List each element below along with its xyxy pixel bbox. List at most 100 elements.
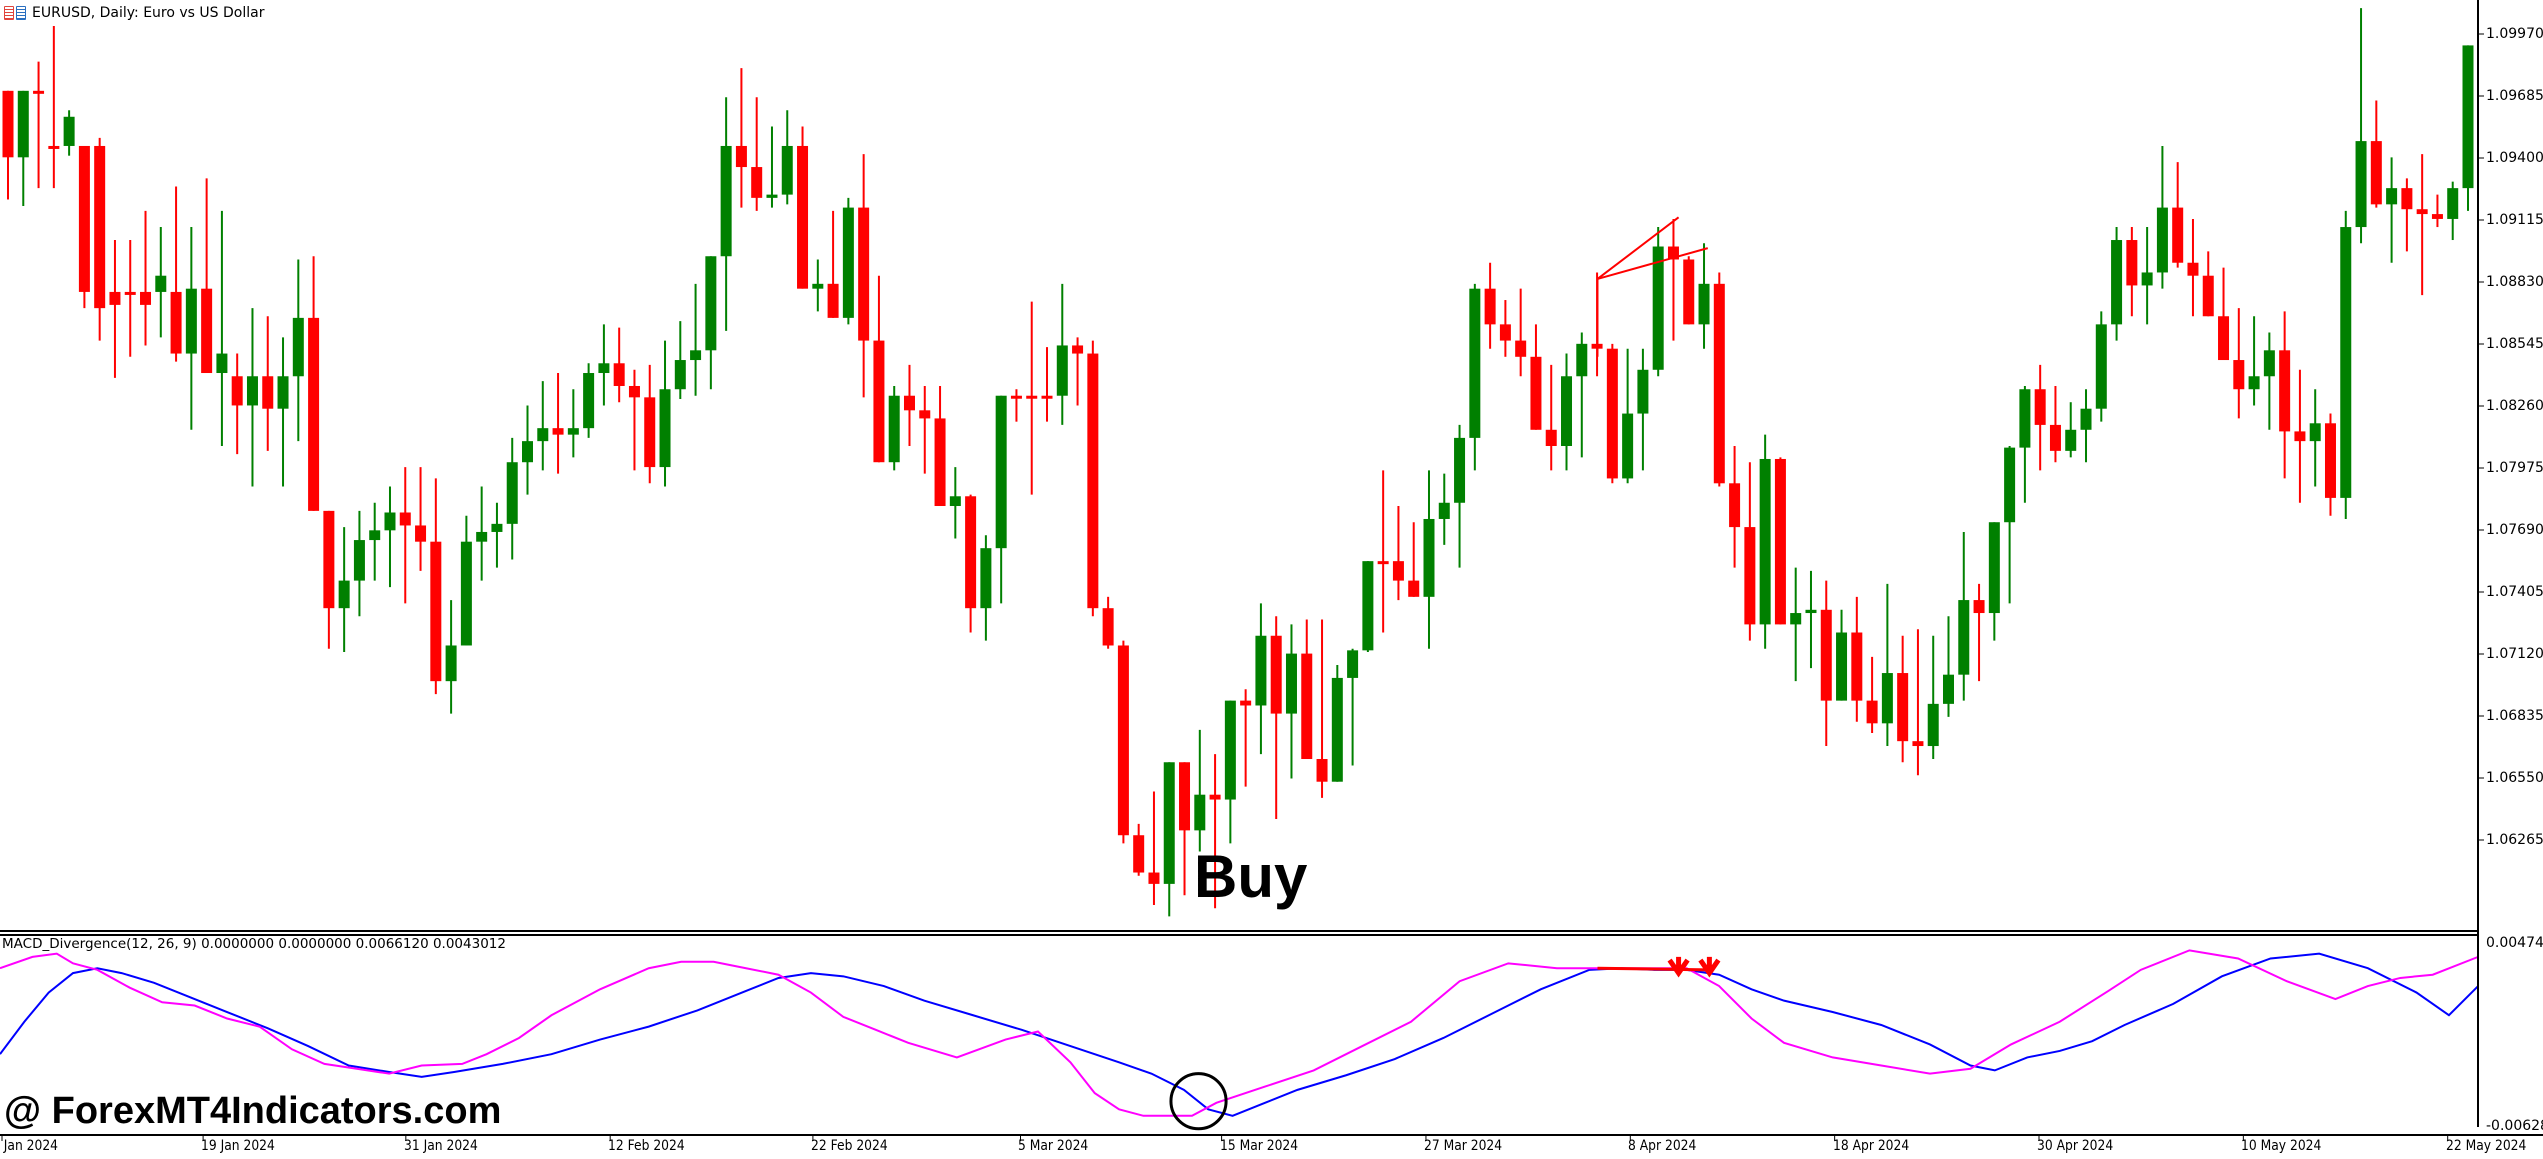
candle [797, 145, 809, 289]
candle [1606, 348, 1618, 479]
candle [369, 530, 381, 541]
candle [1897, 673, 1909, 742]
candle [1362, 561, 1374, 651]
candle [2431, 214, 2443, 219]
candle [1469, 288, 1481, 438]
buy-signal-label: Buy [1194, 843, 1308, 910]
candle [903, 395, 915, 411]
candle [1209, 794, 1221, 800]
candle [1759, 458, 1771, 625]
price-tick: 1.06265 [2486, 832, 2543, 848]
candle [2019, 389, 2031, 448]
candle [1576, 343, 1588, 377]
candle [1026, 395, 1038, 399]
candle [1270, 635, 1282, 714]
candle [842, 207, 854, 318]
candle [873, 340, 885, 463]
candle [1988, 522, 2000, 614]
crossover-circle [1169, 1072, 1228, 1131]
candle [491, 523, 503, 532]
candle [94, 145, 106, 309]
candle [1056, 345, 1068, 396]
candle [1820, 609, 1832, 701]
candle [308, 317, 320, 511]
candle [231, 376, 243, 406]
candle [384, 512, 396, 531]
candle [1973, 600, 1985, 614]
candle [766, 194, 778, 198]
candle [2095, 324, 2107, 409]
candle [888, 395, 900, 463]
chart-window-icon [4, 6, 26, 20]
candle [1637, 369, 1649, 414]
candle [155, 275, 167, 292]
candle [2401, 188, 2413, 210]
candle [201, 288, 213, 374]
candle [246, 376, 258, 406]
candle [1561, 376, 1573, 446]
candle [858, 207, 870, 341]
price-tick: 1.09115 [2486, 212, 2543, 228]
candle [338, 580, 350, 609]
candle [1194, 794, 1206, 831]
candle [1255, 635, 1267, 706]
price-tick: 1.07690 [2486, 522, 2543, 538]
candle [2187, 262, 2199, 276]
candle [2248, 376, 2260, 390]
candle [934, 418, 946, 507]
macd-max-label: 0.004746 [2486, 935, 2543, 951]
macd-pane-lines [0, 949, 2479, 1131]
candle [2263, 350, 2275, 377]
price-candles [2, 8, 2474, 917]
candle [1499, 324, 1511, 341]
candle [1866, 700, 1878, 724]
price-tick: 1.07975 [2486, 460, 2543, 476]
date-tick: 8 Apr 2024 [1628, 1138, 1697, 1154]
candle [1515, 340, 1527, 357]
candle [353, 540, 365, 581]
candle [460, 541, 472, 646]
candle [1454, 437, 1466, 503]
candle [2141, 272, 2153, 286]
candle [476, 531, 488, 542]
candle [2309, 423, 2321, 442]
candle [1881, 673, 1893, 724]
candle [2049, 424, 2061, 451]
candle [2386, 188, 2398, 205]
candle [1408, 580, 1420, 597]
candle [690, 350, 702, 361]
candle [751, 167, 763, 198]
divergence-lines [1596, 216, 1709, 357]
candle [1713, 283, 1725, 484]
candle [2172, 207, 2184, 263]
candle [2370, 141, 2382, 205]
candle [1240, 700, 1252, 706]
candle [1744, 527, 1756, 625]
candle [598, 363, 610, 374]
candle [2462, 45, 2474, 189]
candle [1010, 395, 1022, 399]
candle [1912, 741, 1924, 747]
candle [1133, 835, 1145, 873]
candle [949, 496, 961, 507]
candle [1790, 613, 1802, 625]
candle [2065, 429, 2077, 451]
candle [1285, 653, 1297, 714]
candle [1087, 353, 1099, 609]
candle [522, 441, 534, 463]
candle [1942, 674, 1954, 704]
candle [430, 541, 442, 682]
date-tick: 12 Feb 2024 [608, 1138, 685, 1154]
candle [1148, 872, 1160, 884]
candle [48, 145, 60, 149]
macd-min-label: -0.006286 [2486, 1118, 2543, 1134]
candle [995, 395, 1007, 549]
date-tick: 15 Mar 2024 [1219, 1138, 1298, 1154]
window-title-bar: EURUSD, Daily: Euro vs US Dollar [4, 3, 264, 23]
candle [185, 288, 197, 354]
price-tick: 1.06550 [2486, 770, 2543, 786]
candle [78, 145, 90, 292]
candle [1545, 429, 1557, 446]
candle [63, 116, 75, 146]
